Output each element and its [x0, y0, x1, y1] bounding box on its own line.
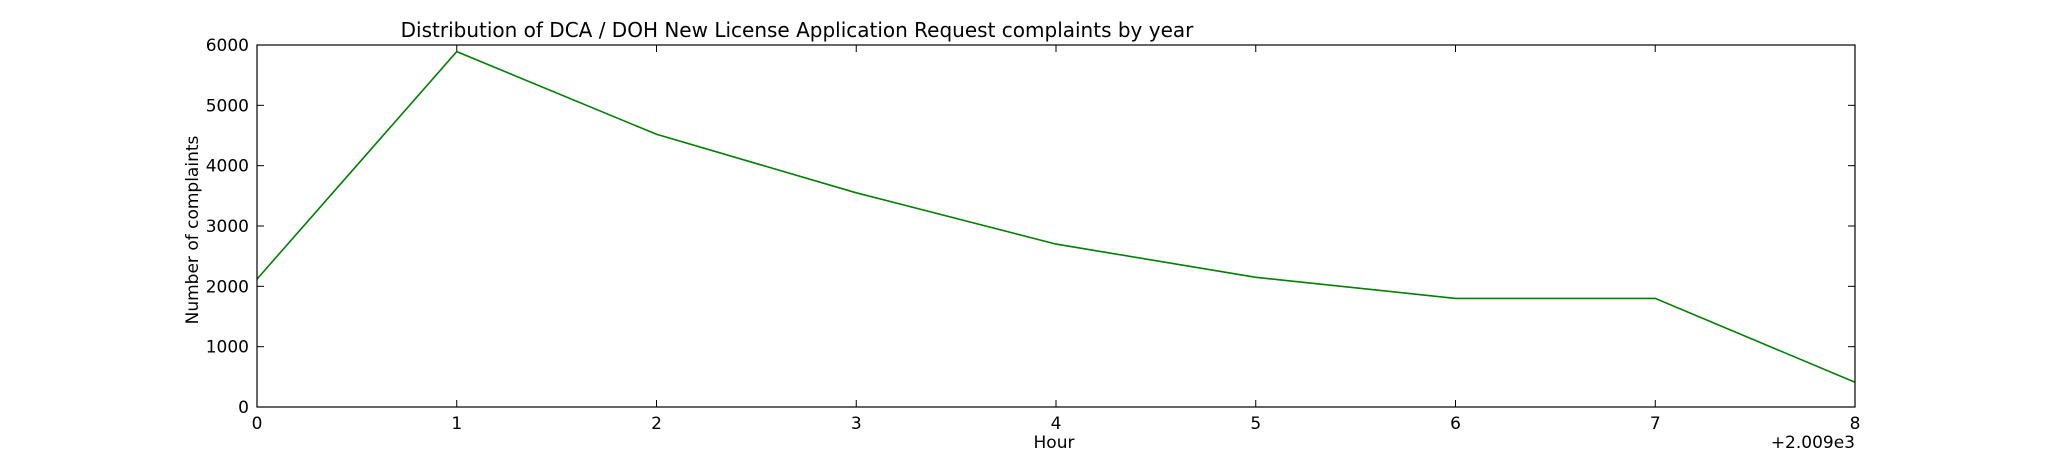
y-tick-label: 3000 — [206, 217, 249, 237]
chart-title: Distribution of DCA / DOH New License Ap… — [401, 18, 1195, 42]
x-axis-offset-label: +2.009e3 — [1771, 433, 1855, 450]
x-tick-label: 1 — [451, 414, 462, 434]
y-tick-label: 6000 — [206, 36, 249, 56]
x-tick-label: 7 — [1650, 414, 1661, 434]
x-tick-label: 8 — [1850, 414, 1861, 434]
y-tick-label: 0 — [238, 398, 249, 418]
x-tick-label: 4 — [1051, 414, 1062, 434]
x-tick-label: 0 — [252, 414, 263, 434]
y-axis-ticks: 0 1000 2000 3000 4000 5000 6000 — [206, 36, 1855, 418]
x-tick-label: 3 — [851, 414, 862, 434]
y-axis-label: Number of complaints — [183, 135, 203, 324]
x-tick-label: 2 — [651, 414, 662, 434]
x-tick-label: 5 — [1250, 414, 1261, 434]
plot-area — [256, 50, 1856, 384]
y-tick-label: 4000 — [206, 157, 249, 177]
y-tick-label: 2000 — [206, 277, 249, 297]
y-tick-label: 1000 — [206, 338, 249, 358]
x-axis-ticks: 0 1 2 3 4 5 6 7 8 — [252, 45, 1861, 434]
series-line — [256, 50, 1856, 384]
x-tick-label: 6 — [1450, 414, 1461, 434]
plot-frame — [256, 44, 1856, 408]
y-tick-label: 5000 — [206, 96, 249, 116]
x-axis-label: Hour — [1034, 433, 1075, 450]
